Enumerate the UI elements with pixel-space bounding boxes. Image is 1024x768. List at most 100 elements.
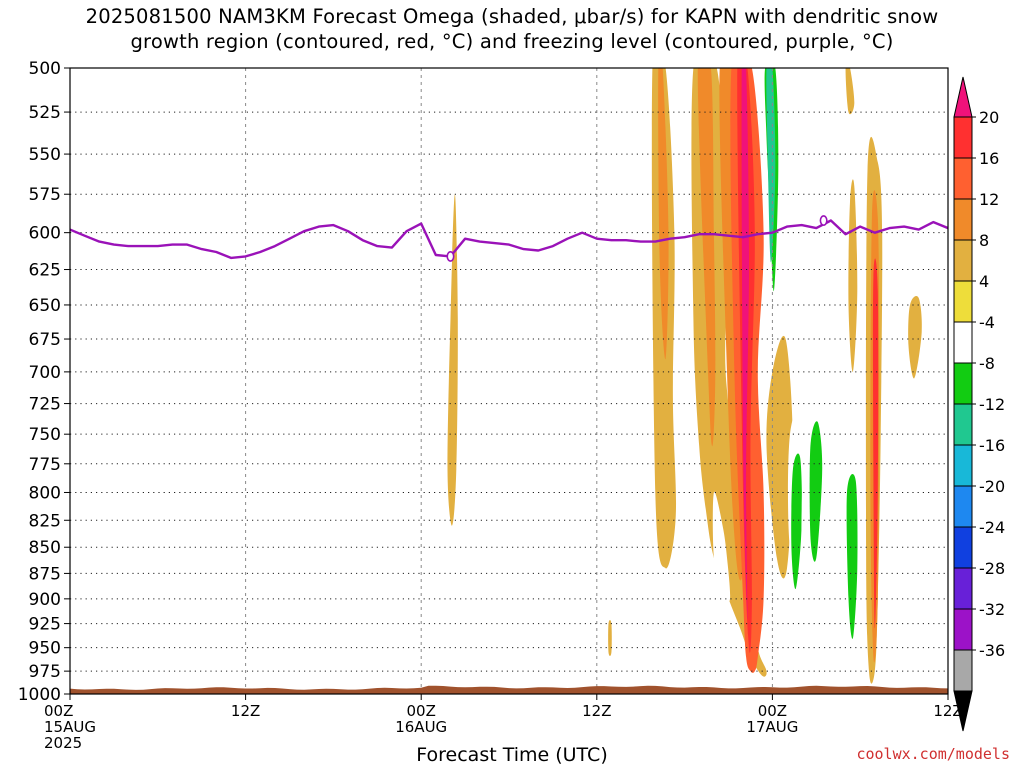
x-tick-label-12-0: 12Z [231,702,260,720]
omega-region-17 [791,453,802,590]
x-tick-label-48-1: 17AUG [746,718,798,736]
colorbar: 20 16 12 8 4 -4 -8 -12 -16 -20 -24 -28 -32 -36 [953,76,1005,732]
y-tick-label-1000: 1000 [18,685,61,705]
x-tick-label-24-0: 00Z [407,702,436,720]
y-tick-label-750: 750 [29,425,61,445]
y-tick-label-600: 600 [29,224,61,244]
colorbar-label-0: 20 [979,108,999,127]
y-tick-label-800: 800 [29,483,61,503]
y-tick-label-675: 675 [29,330,61,350]
colorbar-label-11: -28 [979,559,1005,578]
colorbar-bottom-arrow [953,690,973,732]
omega-region-0 [312,533,388,669]
y-tick-label-975: 975 [29,662,61,682]
colorbar-swatch-1 [953,157,973,200]
x-tick-label-0-2: 2025 [44,734,82,752]
credit-text: coolwx.com/models [856,745,1010,763]
colorbar-label-8: -16 [979,436,1005,455]
omega-region-27 [928,631,934,650]
y-tick-label-900: 900 [29,590,61,610]
y-tick-label-925: 925 [29,615,61,635]
y-tick-label-575: 575 [29,185,61,205]
omega-region-14 [766,68,776,263]
terrain-strip [70,685,948,694]
x-tick-label-48-0: 00Z [758,702,787,720]
omega-region-7 [697,68,716,447]
colorbar-label-12: -32 [979,600,1005,619]
y-tick-label-950: 950 [29,639,61,659]
title-line-2: growth region (contoured, red, °C) and f… [130,30,894,53]
y-tick-label-650: 650 [29,296,61,316]
colorbar-swatch-8 [953,444,973,487]
omega-region-31 [608,620,612,656]
colorbar-swatch-4 [953,280,973,323]
colorbar-label-2: 12 [979,190,999,209]
y-axis: 500 525 550 575 600 625 650 675 700 725 750 775 800 8… [18,59,70,705]
colorbar-label-10: -24 [979,518,1005,537]
omega-region-26 [896,567,941,675]
x-tick-label-36-0: 12Z [582,702,611,720]
freezing-level-label-0 [446,251,455,262]
x-tick-label-0-0: 00Z [44,702,73,720]
omega-region-9 [712,491,731,604]
y-tick-label-825: 825 [29,511,61,531]
omega-region-32 [697,632,709,645]
x-tick-label-24-1: 16AUG [395,718,447,736]
colorbar-swatch-7 [953,403,973,446]
colorbar-label-3: 8 [979,231,989,250]
colorbar-swatch-0 [953,116,973,159]
freezing-level-line [70,219,948,260]
omega-region-22 [846,474,858,639]
y-tick-label-875: 875 [29,564,61,584]
colorbar-swatch-12 [953,608,973,651]
omega-region-28 [908,295,922,379]
x-tick-label-0-1: 15AUG [44,718,96,736]
omega-region-20 [848,179,858,372]
colorbar-swatch-6 [953,362,973,405]
colorbar-label-7: -12 [979,395,1005,414]
colorbar-swatch-2 [953,198,973,241]
colorbar-swatch-9 [953,485,973,528]
chart-title: 2025081500 NAM3KM Forecast Omega (shaded… [0,4,1024,54]
y-tick-label-625: 625 [29,261,61,281]
freezing-level [70,215,948,262]
x-tick-label-60-0: 12Z [933,702,962,720]
colorbar-swatch-10 [953,526,973,569]
colorbar-top-arrow [953,76,973,118]
omega-region-5 [658,68,669,359]
colorbar-swatch-5 [953,321,973,364]
y-tick-label-850: 850 [29,538,61,558]
title-line-1: 2025081500 NAM3KM Forecast Omega (shaded… [85,5,939,28]
y-tick-label-550: 550 [29,145,61,165]
omega-region-33 [649,617,653,627]
y-tick-label-700: 700 [29,363,61,383]
y-tick-label-525: 525 [29,103,61,123]
colorbar-label-1: 16 [979,149,999,168]
omega-region-12 [741,68,749,619]
omega-region-25 [872,258,879,629]
omega-shading [312,68,941,684]
y-tick-label-775: 775 [29,455,61,475]
omega-region-30 [621,531,627,584]
colorbar-label-6: -8 [979,354,995,373]
grid-lines [70,68,948,694]
freezing-level-label-1 [819,215,828,226]
colorbar-label-9: -20 [979,477,1005,496]
colorbar-label-13: -36 [979,641,1005,660]
omega-region-1 [382,583,427,674]
omega-region-29 [845,68,855,115]
colorbar-label-4: 4 [979,272,989,291]
plot-frame [69,67,949,695]
colorbar-swatch-11 [953,567,973,610]
x-axis-label: Forecast Time (UTC) [416,744,608,766]
omega-region-3 [619,68,641,417]
omega-region-2 [447,194,458,526]
omega-region-15 [766,335,793,579]
colorbar-swatch-13 [953,649,973,692]
omega-region-19 [809,421,823,562]
y-tick-label-725: 725 [29,395,61,415]
colorbar-swatch-3 [953,239,973,282]
colorbar-label-5: -4 [979,313,995,332]
